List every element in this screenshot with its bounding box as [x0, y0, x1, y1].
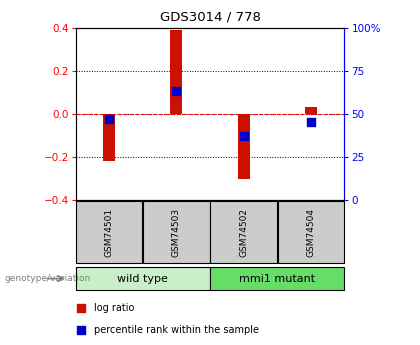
Bar: [278, 201, 344, 263]
Text: GSM74501: GSM74501: [105, 207, 114, 257]
Point: [240, 134, 247, 139]
Text: GSM74503: GSM74503: [172, 207, 181, 257]
Point: [307, 120, 314, 125]
Text: GSM74502: GSM74502: [239, 207, 248, 257]
Text: mmi1 mutant: mmi1 mutant: [239, 274, 315, 284]
Text: percentile rank within the sample: percentile rank within the sample: [94, 325, 260, 335]
Bar: [210, 267, 344, 290]
Bar: [76, 267, 210, 290]
Bar: [305, 107, 317, 114]
Bar: [171, 30, 182, 114]
Point: [255, 215, 262, 220]
Bar: [76, 201, 142, 263]
Point: [255, 11, 262, 16]
Text: wild type: wild type: [117, 274, 168, 284]
Title: GDS3014 / 778: GDS3014 / 778: [160, 11, 260, 24]
Bar: [103, 114, 115, 161]
Point: [173, 89, 180, 94]
Bar: [238, 114, 249, 179]
Bar: [143, 201, 210, 263]
Point: [106, 116, 113, 122]
Text: log ratio: log ratio: [94, 303, 135, 313]
Bar: [210, 201, 277, 263]
Text: genotype/variation: genotype/variation: [4, 274, 90, 283]
Text: GSM74504: GSM74504: [306, 207, 315, 257]
